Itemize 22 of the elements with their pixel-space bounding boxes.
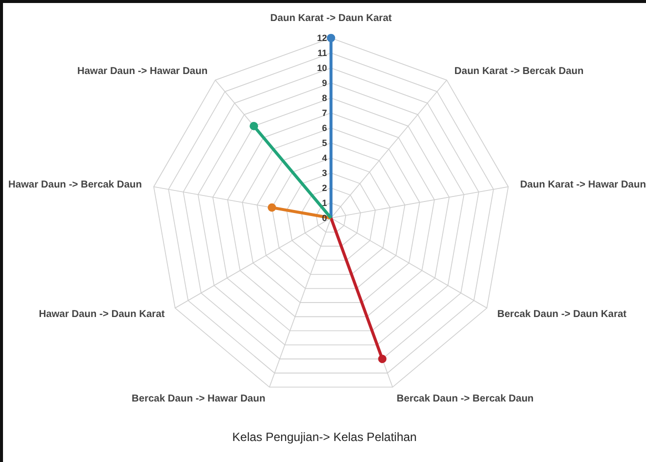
y-tick-label: 2 <box>322 183 327 193</box>
spoke-label: Bercak Daun -> Hawar Daun <box>132 393 266 404</box>
spoke-label: Daun Karat -> Hawar Daun <box>520 180 646 191</box>
spoke-label: Hawar Daun -> Daun Karat <box>38 309 166 320</box>
y-tick-label: 8 <box>322 93 327 103</box>
spoke-label: Hawar Daun -> Hawar Daun <box>77 66 208 77</box>
y-tick-label: 7 <box>322 108 327 118</box>
y-tick-label: 6 <box>322 123 327 133</box>
spoke-label: Daun Karat -> Bercak Daun <box>454 66 584 77</box>
spoke-label: Bercak Daun -> Bercak Daun <box>396 393 534 404</box>
y-tick-label: 3 <box>322 168 327 178</box>
spoke-label: Hawar Daun -> Bercak Daun <box>8 180 142 191</box>
y-tick-label: 4 <box>322 153 327 163</box>
y-tick-label: 10 <box>316 63 327 73</box>
text: Kelas Pengujian-> Kelas Pelatihan <box>232 430 417 444</box>
y-tick-label: 5 <box>322 138 327 148</box>
spoke-label: Bercak Daun -> Daun Karat <box>497 309 628 320</box>
y-tick-label: 11 <box>317 48 327 58</box>
y-tick-label: 12 <box>316 33 327 43</box>
y-tick-label: 9 <box>322 78 327 88</box>
spoke-label: Daun Karat -> Daun Karat <box>270 13 392 24</box>
y-tick-label: 1 <box>322 198 327 208</box>
